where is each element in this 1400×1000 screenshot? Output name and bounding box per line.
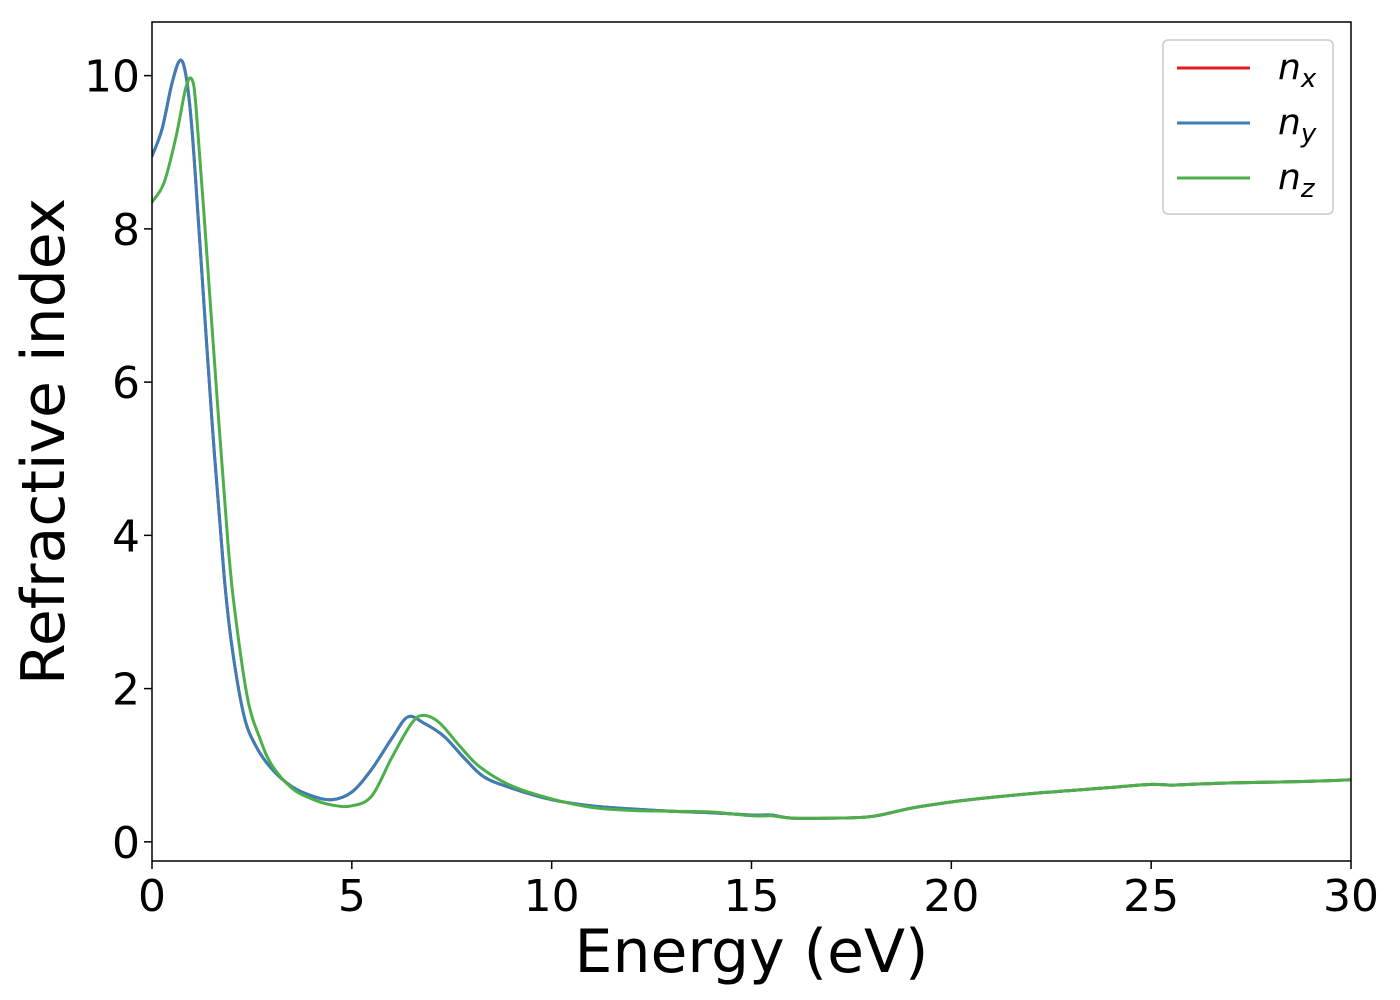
- legend-label-z: nz: [1278, 157, 1316, 204]
- y-axis-title: Refractive index: [9, 198, 79, 685]
- y-tick-label: 4: [112, 511, 140, 562]
- y-axis-ticks: 0 2 4 6 8 10: [84, 52, 152, 869]
- y-tick-label: 6: [112, 358, 140, 409]
- series-lines: [152, 58, 1351, 820]
- legend-label-y: ny: [1278, 102, 1317, 149]
- x-tick-label: 25: [1123, 871, 1179, 922]
- x-axis-title: Energy (eV): [575, 917, 929, 987]
- legend-label-x: nx: [1278, 47, 1317, 94]
- y-tick-label: 8: [112, 205, 140, 256]
- y-tick-label: 10: [84, 52, 140, 103]
- y-tick-label: 2: [112, 665, 140, 716]
- x-tick-label: 5: [338, 871, 366, 922]
- legend-box: [1162, 39, 1334, 215]
- x-tick-label: 20: [923, 871, 979, 922]
- x-tick-label: 0: [138, 871, 166, 922]
- y-tick-label: 0: [112, 818, 140, 869]
- x-axis-ticks: 0 5 10 15 20 25 30: [138, 861, 1379, 922]
- x-tick-label: 10: [524, 871, 580, 922]
- legend: nx ny nz: [1162, 39, 1334, 215]
- x-tick-label: 15: [724, 871, 780, 922]
- series-line-z: [152, 76, 1351, 820]
- x-tick-label: 30: [1323, 871, 1379, 922]
